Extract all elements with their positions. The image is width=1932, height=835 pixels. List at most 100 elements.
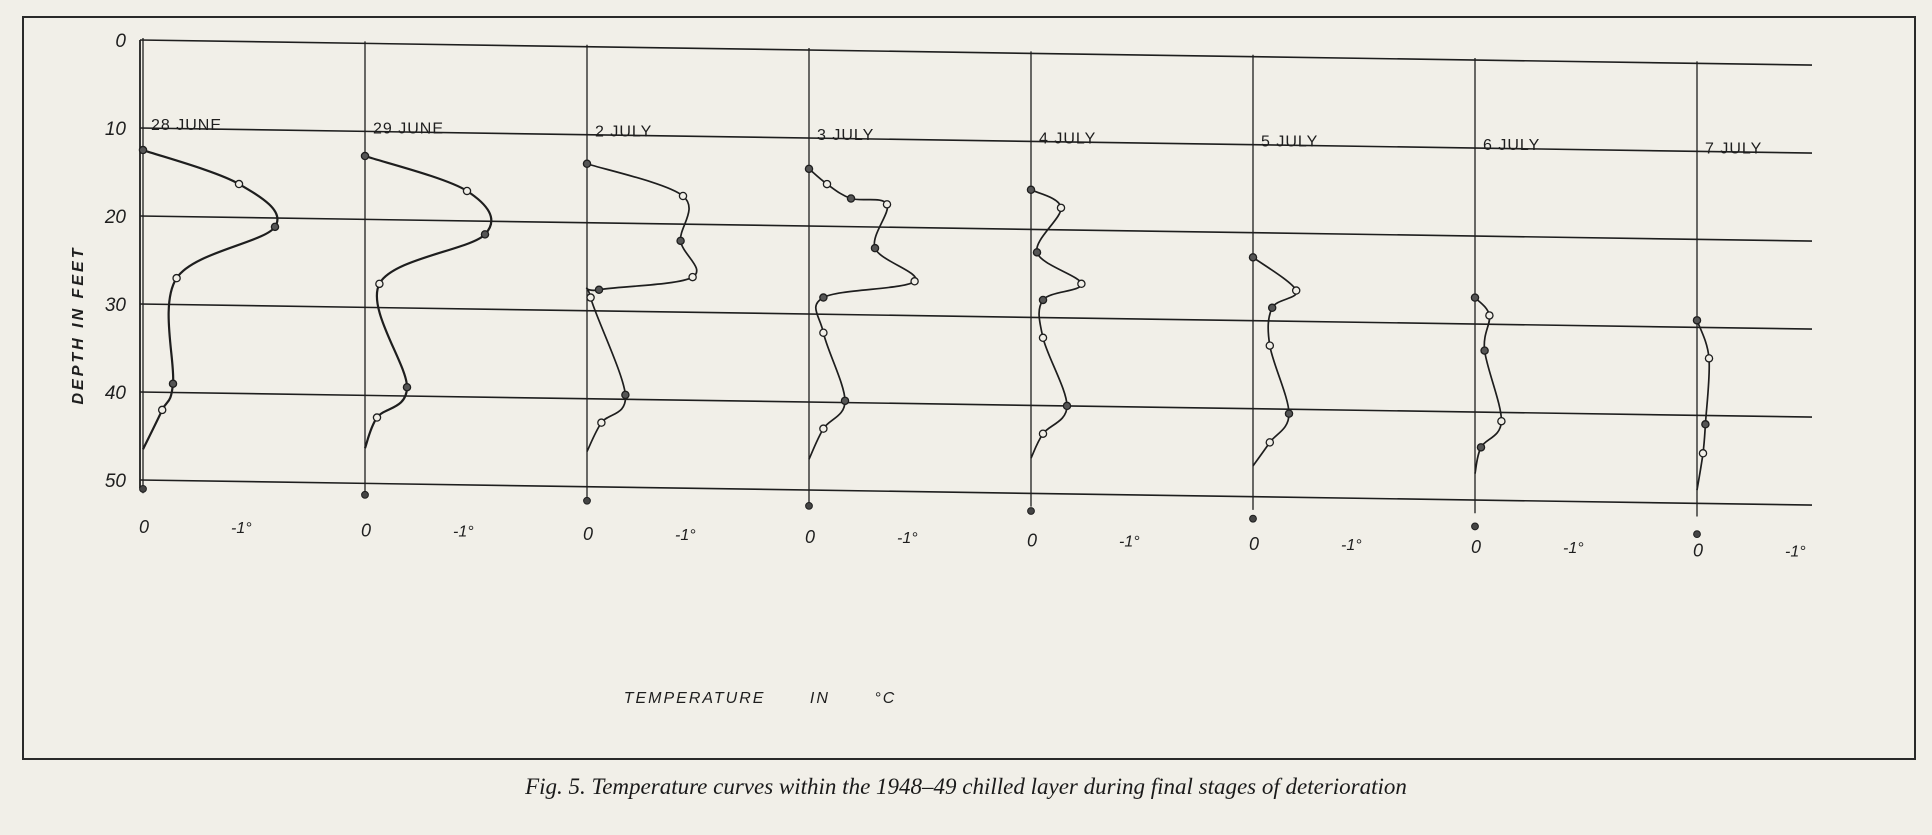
x-tick-minus-one-4: -1° <box>897 530 918 547</box>
data-point-bottom-8 <box>1693 530 1701 539</box>
figure-frame <box>22 16 1916 760</box>
data-point-7-5 <box>1476 443 1486 452</box>
data-point-5-3 <box>1032 248 1042 257</box>
x-axis-title: TEMPERATURE IN °C <box>624 690 897 707</box>
data-point-4-2 <box>822 179 832 189</box>
series-line-1 <box>142 149 279 450</box>
figure-caption: Fig. 5. Temperature curves within the 19… <box>525 774 1407 799</box>
data-point-5-6 <box>1038 333 1048 343</box>
data-point-5-8 <box>1038 429 1048 438</box>
panel-date-label-6: 5 JULY <box>1261 134 1318 151</box>
gridline-0 <box>139 39 1813 66</box>
data-point-1-6 <box>157 405 167 415</box>
data-point-3-1 <box>582 159 592 168</box>
data-point-3-6 <box>586 293 595 302</box>
data-point-2-1 <box>360 151 370 161</box>
data-point-3-2 <box>678 191 688 201</box>
data-point-8-3 <box>1701 420 1710 429</box>
y-axis-title: DEPTH IN FEET <box>70 245 87 404</box>
panel-date-label-8: 7 JULY <box>1705 140 1762 157</box>
series-line-3 <box>585 162 698 452</box>
data-point-1-1 <box>138 145 148 155</box>
x-tick-zero-6: 0 <box>1249 534 1259 554</box>
data-point-bottom-5 <box>1027 507 1035 515</box>
data-point-6-3 <box>1267 303 1277 313</box>
data-point-5-5 <box>1038 295 1048 305</box>
panel-date-label-2: 29 JUNE <box>373 120 444 137</box>
data-point-1-5 <box>168 379 178 388</box>
data-point-7-4 <box>1497 416 1506 426</box>
data-point-bottom-4 <box>805 501 813 510</box>
data-point-2-6 <box>372 413 382 422</box>
data-point-5-4 <box>1077 279 1086 289</box>
x-tick-minus-one-8: -1° <box>1785 544 1806 561</box>
data-point-6-5 <box>1284 409 1294 418</box>
data-point-3-3 <box>676 236 685 246</box>
x-tick-minus-one-2: -1° <box>453 524 474 541</box>
panel-date-label-1: 28 JUNE <box>151 117 222 134</box>
data-point-bottom-2 <box>361 490 369 499</box>
series-line-6 <box>1252 256 1298 467</box>
series-line-2 <box>363 154 493 449</box>
data-point-8-4 <box>1698 449 1708 458</box>
x-tick-minus-one-5: -1° <box>1119 534 1140 551</box>
y-tick-label-40: 40 <box>105 383 127 404</box>
panel-date-label-7: 6 JULY <box>1483 137 1540 154</box>
data-point-5-1 <box>1026 185 1036 195</box>
y-tick-label-10: 10 <box>105 119 127 140</box>
data-point-1-2 <box>234 179 244 189</box>
data-point-4-7 <box>819 293 828 302</box>
x-tick-minus-one-7: -1° <box>1563 540 1584 557</box>
gridline-30 <box>139 303 1813 330</box>
data-point-2-4 <box>375 279 384 289</box>
data-point-2-3 <box>480 230 490 239</box>
y-tick-label-0: 0 <box>115 31 126 52</box>
data-point-7-2 <box>1485 311 1494 320</box>
data-point-4-3 <box>846 194 856 203</box>
data-point-3-7 <box>621 390 630 400</box>
data-point-6-6 <box>1265 438 1275 447</box>
data-point-5-7 <box>1062 401 1072 411</box>
x-tick-zero-7: 0 <box>1471 537 1481 557</box>
x-tick-zero-2: 0 <box>361 521 371 541</box>
data-point-1-3 <box>270 222 280 232</box>
data-point-1-4 <box>172 273 181 283</box>
data-point-bottom-3 <box>583 496 591 505</box>
data-point-5-2 <box>1056 203 1066 213</box>
data-point-bottom-7 <box>1471 522 1479 531</box>
data-point-6-4 <box>1265 341 1275 350</box>
panel-date-label-5: 4 JULY <box>1039 130 1096 147</box>
gridline-40 <box>139 391 1813 418</box>
panel-date-label-3: 2 JULY <box>595 124 652 141</box>
data-point-7-1 <box>1470 293 1480 302</box>
data-point-bottom-6 <box>1249 514 1257 523</box>
data-point-4-9 <box>840 396 850 406</box>
data-point-2-2 <box>462 186 472 196</box>
data-point-4-8 <box>819 328 828 337</box>
series-line-8 <box>1696 320 1711 491</box>
data-point-3-5 <box>594 285 604 295</box>
data-point-3-4 <box>688 272 697 282</box>
data-point-4-6 <box>910 277 919 286</box>
x-tick-zero-8: 0 <box>1693 541 1703 561</box>
data-point-6-1 <box>1248 253 1258 262</box>
data-point-4-5 <box>870 243 880 253</box>
y-tick-label-30: 30 <box>105 295 127 316</box>
x-tick-minus-one-6: -1° <box>1341 537 1362 554</box>
x-tick-zero-3: 0 <box>583 524 593 544</box>
data-point-3-8 <box>597 418 606 427</box>
data-point-bottom-1 <box>139 484 147 493</box>
y-tick-label-50: 50 <box>105 471 127 492</box>
data-point-6-2 <box>1291 286 1301 295</box>
data-point-8-1 <box>1692 316 1702 325</box>
x-tick-zero-5: 0 <box>1027 531 1037 551</box>
x-tick-zero-1: 0 <box>139 517 149 537</box>
data-point-4-1 <box>804 164 814 174</box>
gridline-50 <box>139 479 1813 506</box>
x-tick-zero-4: 0 <box>805 527 815 547</box>
temperature-chart: 0 10 20 30 40 50 DEPTH IN FEET 28 JUNE 0 -1° 29 JU… <box>70 31 1813 707</box>
data-point-2-5 <box>402 382 412 392</box>
y-tick-label-20: 20 <box>104 207 127 228</box>
data-point-8-2 <box>1704 354 1714 363</box>
